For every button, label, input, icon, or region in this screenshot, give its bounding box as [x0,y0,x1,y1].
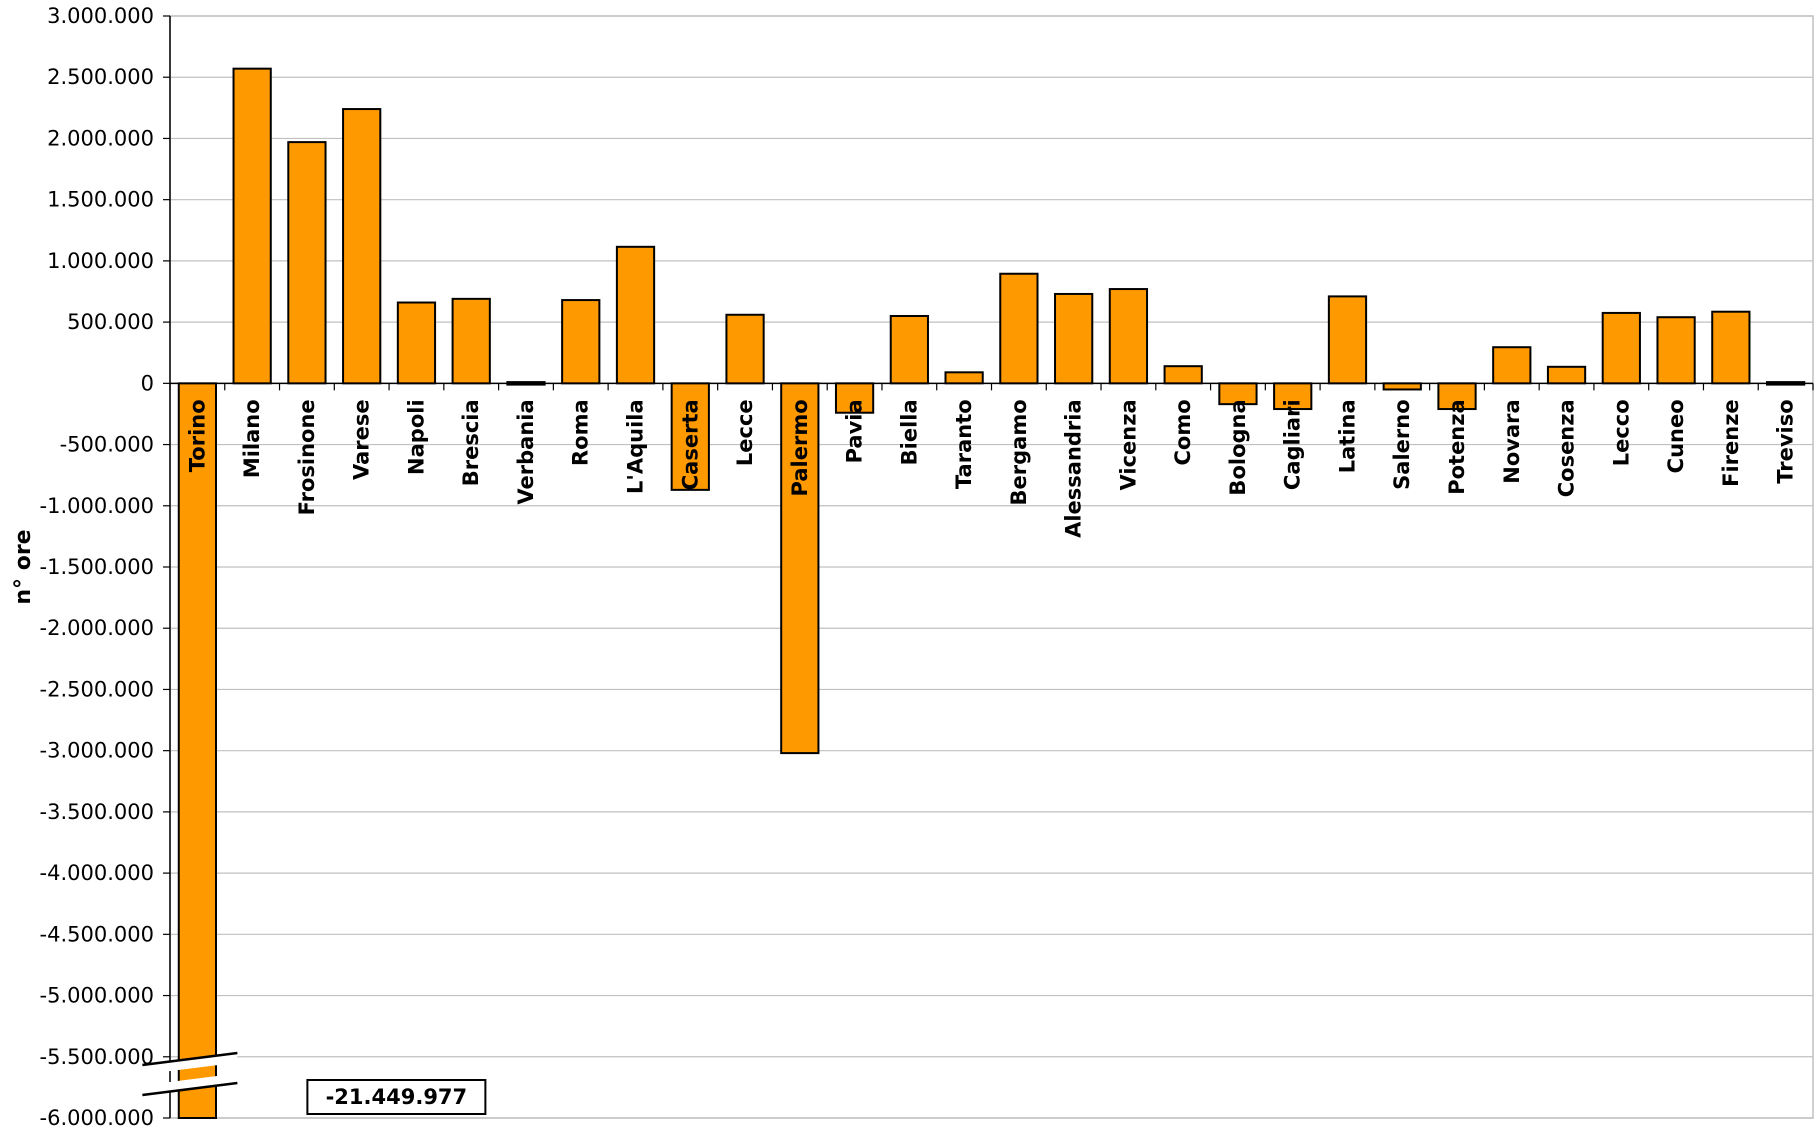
bars [177,67,1806,1120]
y-tick-label: -5.500.000 [40,1045,154,1069]
category-label: Cagliari [1281,399,1305,490]
bar-cosenza [1546,365,1587,385]
y-tick-label: -3.500.000 [40,800,154,824]
y-tick-label: 2.000.000 [47,126,154,150]
y-tick-label: -3.000.000 [40,739,154,763]
axis-break-mark [142,1081,238,1097]
category-label: Palermo [788,399,812,496]
category-label: Caserta [678,399,702,490]
y-tick-label: 2.500.000 [47,65,154,89]
bar-roma [561,299,601,385]
bar-firenze [1711,310,1751,385]
bar-vicenza [1108,288,1149,385]
category-label: Vicenza [1116,399,1140,490]
y-tick-label: 0 [141,371,154,395]
y-tick-label: -5.000.000 [40,984,154,1008]
y-tick-label: -500.000 [60,433,154,457]
bar-salerno [1382,382,1422,391]
category-label: Lecco [1609,399,1633,466]
y-tick-labels: 3.000.000 2.500.000 2.000.000 1.500.000 1.00… [40,4,154,1130]
category-label: Roma [569,399,593,466]
axis-break-mark [142,1051,238,1067]
bar-potenza [1437,382,1477,411]
bar-brescia [451,297,491,385]
category-label: Pavia [843,399,867,463]
bar-torino [177,382,218,1120]
category-label: Varese [350,399,374,480]
category-label: Torino [185,399,209,472]
category-label: Potenza [1445,399,1469,494]
category-label: Biella [897,399,921,465]
y-tick-label: 1.000.000 [47,249,154,273]
bar-napoli [396,301,437,385]
bar-alessandria [1054,292,1094,385]
category-label: L'Aquila [624,399,648,494]
category-label: Brescia [459,399,483,486]
category-label: Napoli [404,399,428,475]
bar-taranto [944,371,984,385]
bar-lecco [1601,311,1641,385]
bar-latina [1327,295,1368,385]
bar-lecce [725,313,765,385]
bar-frosinone [287,141,327,385]
y-tick-label: -1.500.000 [40,555,154,579]
axis-break-gap [141,1053,238,1075]
category-label: Verbania [514,399,538,504]
axis-break-gap [141,1073,238,1095]
category-label: Alessandria [1062,399,1086,538]
category-label: Novara [1500,399,1524,483]
y-tick-label: -2.000.000 [40,616,154,640]
category-label: Como [1171,399,1195,465]
bar-milano [232,67,272,385]
y-tick-label: 500.000 [67,310,154,334]
category-label: Lecce [733,399,757,466]
y-tick-label: -4.000.000 [40,861,154,885]
y-tick-label: -6.000.000 [40,1106,154,1126]
category-label: Cuneo [1664,399,1688,473]
bar-l-aquila [615,245,656,385]
bar-bergamo [999,272,1039,385]
bar-como [1163,365,1203,385]
y-tick-label: 1.500.000 [47,188,154,212]
y-axis-title: n° ore [11,529,36,604]
value-annotation: -21.449.977 [326,1085,468,1109]
bar-pavia [834,382,875,414]
bar-caserta [670,382,710,491]
y-tick-label: -2.500.000 [40,677,154,701]
bar-novara [1492,346,1532,385]
annotations: -21.449.977 [141,1051,487,1115]
value-annotation-box [306,1079,487,1115]
y-tick-label: -1.000.000 [40,494,154,518]
gridlines [169,15,1814,1119]
category-label: Milano [240,399,264,478]
category-label: Frosinone [295,399,319,515]
bar-varese [342,108,382,385]
category-label: Bologna [1226,399,1250,495]
axes [163,15,1814,1119]
category-label: Salerno [1390,399,1414,489]
category-label: Latina [1335,399,1359,473]
y-tick-label: 3.000.000 [47,4,154,28]
category-label: Bergamo [1007,399,1031,505]
category-label: Taranto [952,399,976,489]
category-labels: Torino Milano Frosinone Varese Napoli Brescia… [185,399,1797,538]
bar-cuneo [1656,316,1696,385]
y-tick-label: -4.500.000 [40,922,154,946]
bar-cagliari [1273,382,1313,411]
category-label: Cosenza [1555,399,1579,497]
category-label: Treviso [1774,399,1798,483]
category-label: Firenze [1719,399,1743,487]
bar-biella [889,314,929,385]
